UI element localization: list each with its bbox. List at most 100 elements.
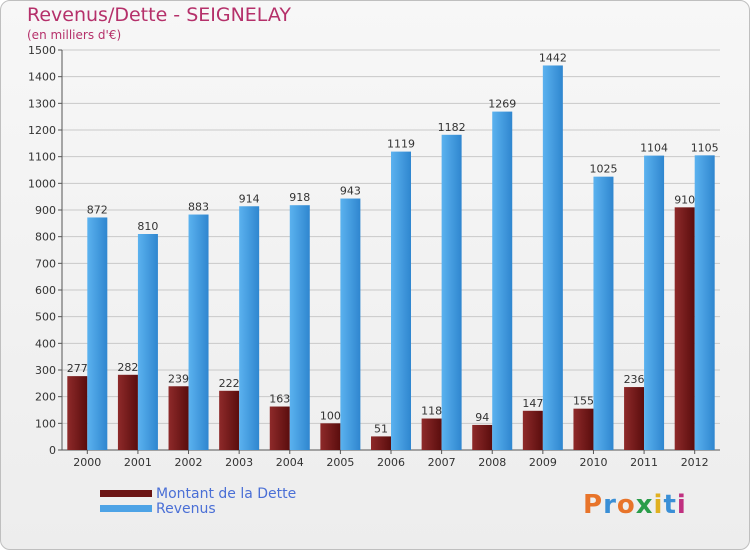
y-tick-label: 600 <box>35 284 56 297</box>
value-label-dette: 277 <box>67 362 88 375</box>
logo-letter: x <box>635 490 654 520</box>
value-label-dette: 239 <box>168 372 189 385</box>
legend-item-revenus: Revenus <box>100 500 296 517</box>
bar-revenus <box>391 151 411 450</box>
y-tick-label: 100 <box>35 417 56 430</box>
bar-revenus <box>137 234 158 450</box>
y-tick-label: 400 <box>35 337 56 350</box>
chart-title: Revenus/Dette - SEIGNELAY <box>27 4 291 26</box>
bar-dette <box>472 424 493 450</box>
legend-item-dette: Montant de la Dette <box>100 485 297 502</box>
x-tick-label: 2007 <box>428 456 456 469</box>
value-label-dette: 282 <box>117 361 138 374</box>
bar-revenus <box>593 176 614 450</box>
chart-subtitle: (en milliers d'€) <box>27 28 122 42</box>
bar-dette <box>219 390 240 450</box>
bar-revenus <box>87 217 108 450</box>
x-tick-label: 2010 <box>579 456 607 469</box>
x-tick-label: 2009 <box>529 456 557 469</box>
value-label-revenus: 1442 <box>539 51 567 64</box>
logo-letter: P <box>583 490 604 520</box>
bar-dette <box>269 406 290 450</box>
value-label-revenus: 1269 <box>488 98 516 111</box>
x-tick-label: 2001 <box>124 456 152 469</box>
x-tick-label: 2012 <box>681 456 709 469</box>
value-label-dette: 94 <box>475 411 489 424</box>
logo-letter: o <box>616 490 636 520</box>
bar-dette <box>117 374 138 450</box>
bar-revenus <box>644 155 665 450</box>
y-tick-label: 800 <box>35 231 56 244</box>
logo-letter: i <box>653 490 664 520</box>
y-tick-label: 1400 <box>28 71 56 84</box>
value-label-revenus: 1104 <box>640 142 668 155</box>
bar-revenus <box>441 134 462 451</box>
value-label-dette: 222 <box>219 377 240 390</box>
y-tick-label: 700 <box>35 257 56 270</box>
value-label-dette: 236 <box>624 373 645 386</box>
bar-revenus <box>492 111 513 450</box>
legend-label-revenus: Revenus <box>156 500 216 517</box>
x-tick-label: 2006 <box>377 456 405 469</box>
x-tick-label: 2002 <box>175 456 203 469</box>
bar-revenus <box>289 205 310 450</box>
value-label-revenus: 872 <box>87 203 108 216</box>
value-label-revenus: 810 <box>137 220 158 233</box>
chart-legend: Montant de la Dette Revenus <box>100 485 297 517</box>
legend-swatch-dette <box>100 490 152 497</box>
bar-revenus <box>340 198 361 450</box>
value-label-revenus: 883 <box>188 201 209 214</box>
logo-letter: t <box>663 490 677 520</box>
legend-label-dette: Montant de la Dette <box>156 485 297 502</box>
bar-dette <box>522 410 543 450</box>
y-tick-label: 1300 <box>28 97 56 110</box>
value-label-revenus: 1119 <box>387 138 415 151</box>
logo-letter: r <box>603 490 617 520</box>
value-label-revenus: 1105 <box>691 141 719 154</box>
value-label-revenus: 1182 <box>438 121 466 134</box>
bar-dette <box>67 376 88 450</box>
x-tick-label: 2004 <box>276 456 304 469</box>
bar-dette <box>573 408 594 450</box>
value-label-dette: 155 <box>573 395 594 408</box>
y-tick-label: 200 <box>35 391 56 404</box>
bar-dette <box>168 386 189 450</box>
value-label-revenus: 914 <box>239 192 260 205</box>
y-tick-label: 500 <box>35 311 56 324</box>
bar-dette <box>421 418 442 450</box>
bar-dette <box>371 436 391 450</box>
y-tick-label: 1000 <box>28 177 56 190</box>
y-tick-label: 900 <box>35 204 56 217</box>
bar-dette <box>320 423 341 450</box>
x-tick-label: 2000 <box>73 456 101 469</box>
value-label-revenus: 1025 <box>589 163 617 176</box>
proxiti-logo: Proxiti <box>583 490 687 520</box>
bar-dette <box>674 207 695 450</box>
value-label-dette: 51 <box>374 422 388 435</box>
y-tick-label: 1100 <box>28 151 56 164</box>
bar-dette <box>624 387 645 450</box>
value-label-revenus: 943 <box>340 185 361 198</box>
x-tick-label: 2011 <box>630 456 658 469</box>
bar-revenus <box>239 206 260 450</box>
value-label-dette: 118 <box>421 405 442 418</box>
x-tick-label: 2003 <box>225 456 253 469</box>
value-label-dette: 163 <box>269 393 290 406</box>
y-tick-label: 300 <box>35 364 56 377</box>
bar-revenus <box>188 214 209 450</box>
value-label-dette: 100 <box>320 409 341 422</box>
value-label-dette: 147 <box>522 397 543 410</box>
value-label-revenus: 918 <box>289 191 310 204</box>
y-tick-label: 1200 <box>28 124 56 137</box>
value-label-dette: 910 <box>674 193 695 206</box>
y-tick-label: 0 <box>49 444 56 457</box>
y-tick-label: 1500 <box>28 44 56 57</box>
x-tick-label: 2005 <box>326 456 354 469</box>
bar-revenus <box>542 65 563 450</box>
legend-swatch-revenus <box>100 505 152 512</box>
x-tick-label: 2008 <box>478 456 506 469</box>
bar-revenus <box>694 155 715 451</box>
logo-letter: i <box>676 490 687 520</box>
